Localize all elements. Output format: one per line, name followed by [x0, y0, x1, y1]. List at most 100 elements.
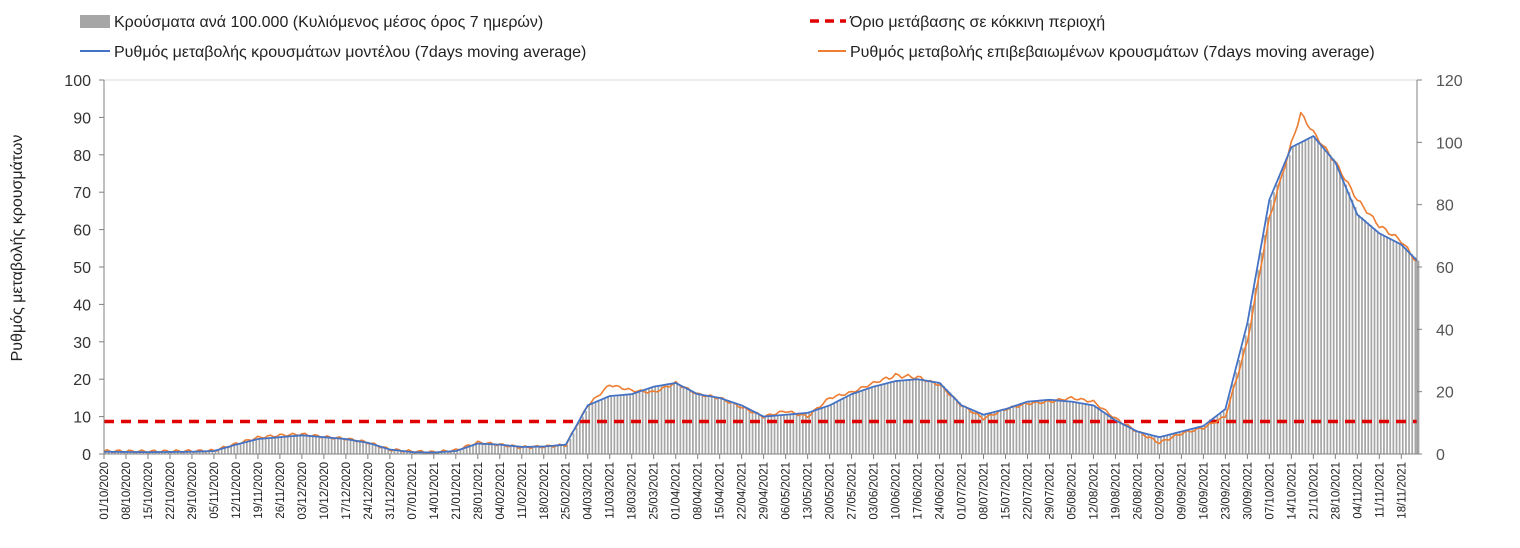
bar: [666, 384, 669, 454]
bar: [1367, 222, 1370, 454]
bar: [1056, 400, 1059, 454]
bar: [839, 400, 842, 454]
bar: [1015, 405, 1018, 454]
bar: [1229, 396, 1231, 454]
y-tick-label: 20: [73, 372, 91, 389]
bar: [845, 397, 848, 454]
bar: [1310, 137, 1313, 454]
bar: [773, 415, 776, 454]
bar: [1226, 409, 1228, 454]
bar: [472, 445, 474, 454]
bar: [214, 450, 217, 454]
bar: [173, 451, 176, 454]
bar: [1094, 405, 1096, 454]
x-tick-label: 11/02/2021: [517, 462, 529, 519]
bar: [814, 410, 817, 454]
bar: [695, 392, 697, 454]
bar: [1153, 435, 1156, 454]
bar: [1119, 421, 1121, 454]
bar: [440, 452, 443, 454]
bar: [1175, 433, 1178, 454]
x-tick-label: 05/11/2020: [209, 462, 221, 519]
bar: [855, 393, 858, 454]
bar: [556, 445, 559, 454]
bar: [902, 380, 905, 454]
bar: [817, 409, 820, 454]
x-tick-label: 17/06/2021: [913, 462, 925, 520]
bar: [1260, 252, 1263, 454]
bar: [158, 452, 160, 454]
bar: [1276, 184, 1279, 454]
bar: [1194, 428, 1197, 454]
bar: [1147, 433, 1150, 454]
x-tick-label: 12/11/2020: [231, 462, 243, 519]
bar: [359, 441, 361, 454]
plot-frame: [103, 79, 1418, 455]
bar: [974, 410, 977, 454]
bar: [346, 439, 349, 454]
x-tick-label: 14/01/2021: [429, 462, 441, 520]
bar: [1307, 139, 1310, 454]
bar: [189, 451, 192, 454]
bar: [399, 450, 402, 454]
bar: [1301, 142, 1304, 454]
bar: [1291, 147, 1294, 454]
bar: [959, 402, 961, 454]
bar: [996, 411, 999, 454]
bar: [823, 407, 826, 454]
bar: [779, 415, 782, 454]
bar: [381, 446, 383, 454]
bar: [321, 436, 324, 454]
x-axis-ticks: 01/10/2020 08/10/2020 15/10/2020 22/10/2020…: [99, 454, 1408, 520]
y2-tick-label: 0: [1436, 447, 1445, 464]
bar: [230, 446, 232, 454]
bar: [742, 405, 745, 454]
bar: [337, 438, 339, 454]
x-tick-label: 21/10/2021: [1308, 462, 1320, 520]
bar: [195, 451, 198, 454]
bar: [114, 451, 116, 454]
legend-model-label: Ρυθμός μεταβολής κρουσμάτων μοντέλου (7d…: [114, 44, 586, 61]
bar: [1335, 162, 1338, 454]
bar: [170, 451, 173, 454]
bar: [1172, 433, 1175, 454]
bar: [588, 405, 591, 454]
bar: [541, 446, 543, 454]
bar: [1166, 435, 1169, 454]
bar: [1034, 401, 1037, 454]
bar: [154, 452, 157, 454]
x-tick-label: 14/10/2021: [1286, 462, 1298, 520]
bar: [1204, 425, 1206, 454]
x-tick-label: 22/04/2021: [737, 462, 749, 520]
bar: [484, 443, 487, 454]
x-tick-label: 10/12/2020: [319, 462, 331, 520]
bar: [701, 394, 704, 454]
bar: [450, 451, 452, 454]
bar: [1163, 436, 1165, 454]
x-tick-label: 15/04/2021: [715, 462, 727, 520]
bar: [704, 395, 707, 454]
bar: [349, 439, 352, 454]
bar: [698, 394, 701, 454]
bar: [110, 451, 113, 454]
bar: [1248, 323, 1250, 454]
x-tick-label: 26/08/2021: [1132, 462, 1144, 520]
x-tick-label: 04/02/2021: [495, 462, 507, 520]
bar: [849, 395, 851, 454]
x-tick-label: 15/07/2021: [1001, 462, 1013, 520]
bar: [1383, 234, 1385, 454]
x-tick-label: 19/08/2021: [1110, 462, 1122, 520]
bar: [469, 446, 471, 454]
bar: [792, 414, 795, 454]
bar: [732, 402, 735, 454]
bar: [223, 448, 226, 454]
bar: [993, 412, 996, 454]
bar: [233, 445, 236, 454]
bar: [550, 445, 553, 454]
bar: [447, 451, 449, 454]
bar: [1024, 402, 1027, 454]
bar: [264, 438, 267, 454]
bar: [1053, 400, 1055, 454]
x-tick-label: 05/08/2021: [1067, 462, 1079, 520]
bar: [330, 437, 333, 454]
